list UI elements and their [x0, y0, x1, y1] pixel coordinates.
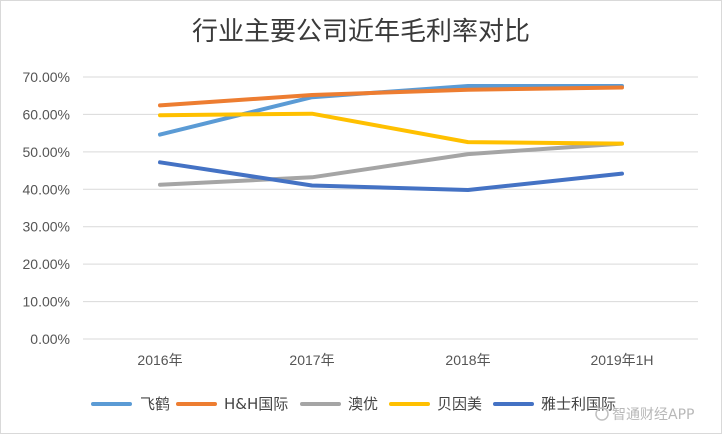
legend-label: H&H国际: [224, 395, 288, 413]
watermark: 智通财经APP: [595, 407, 694, 423]
series-line-1: [158, 85, 624, 108]
x-axis-ticks: 2016年 2017年 2018年 2019年1H: [137, 352, 653, 368]
y-tick-label: 70.00%: [23, 69, 70, 85]
series-line-2: [158, 141, 624, 187]
x-tick-label: 2018年: [445, 352, 490, 368]
series-line-4: [158, 160, 624, 192]
x-tick-label: 2016年: [137, 352, 182, 368]
series-line-3: [158, 111, 624, 146]
watermark-logo-icon: [595, 407, 609, 421]
watermark-text: 智通财经APP: [612, 407, 694, 423]
series-lines: [158, 84, 624, 192]
y-tick-label: 30.00%: [23, 219, 70, 235]
x-tick-label: 2019年1H: [590, 352, 653, 368]
y-tick-label: 20.00%: [23, 256, 70, 272]
y-tick-label: 50.00%: [23, 144, 70, 160]
chart-title: 行业主要公司近年毛利率对比: [192, 17, 530, 47]
y-tick-label: 10.00%: [23, 294, 70, 310]
y-tick-label: 0.00%: [30, 331, 70, 347]
legend-label: 雅士利国际: [541, 395, 616, 413]
x-tick-label: 2017年: [289, 352, 334, 368]
y-axis-ticks: 0.00% 10.00% 20.00% 30.00% 40.00% 50.00% 60.00…: [23, 69, 70, 347]
legend-label: 澳优: [348, 395, 378, 413]
y-tick-label: 40.00%: [23, 181, 70, 197]
legend-label: 贝因美: [437, 395, 482, 413]
legend-label: 飞鹤: [140, 395, 170, 413]
legend: 飞鹤 H&H国际 澳优 贝因美 雅士利国际: [91, 395, 616, 413]
y-tick-label: 60.00%: [23, 106, 70, 122]
